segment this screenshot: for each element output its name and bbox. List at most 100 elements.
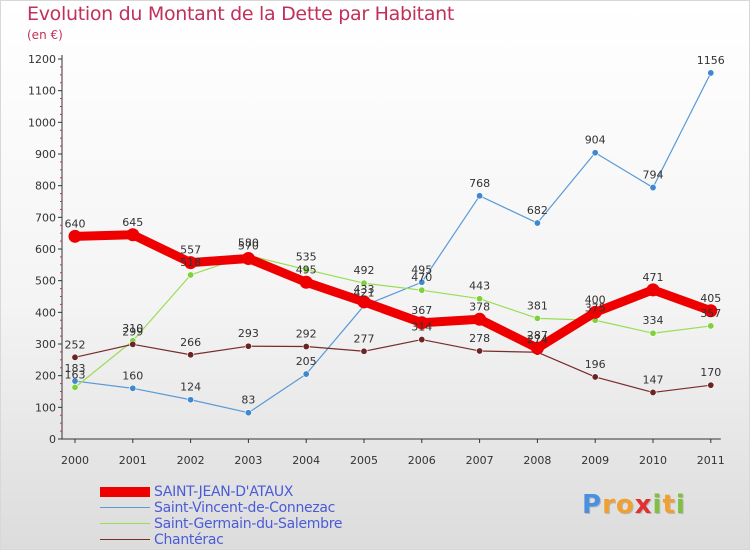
logo-letter: i — [652, 490, 663, 520]
x-tick-label: 2007 — [466, 454, 494, 467]
data-point — [126, 228, 140, 242]
series-line-saint-germain-du-salembre — [74, 254, 712, 388]
data-point — [302, 370, 310, 378]
axes: 0 100 200 300 400 500 600 700 800 900 1000 1100 1200… — [28, 53, 725, 467]
y-tick-label: 1000 — [28, 116, 56, 129]
data-label: 266 — [180, 336, 201, 349]
x-tick-label: 2010 — [639, 454, 667, 467]
data-point — [187, 396, 195, 404]
data-label: 518 — [180, 256, 201, 269]
data-point — [241, 252, 255, 265]
data-label: 535 — [296, 251, 317, 264]
data-label: 495 — [411, 263, 432, 276]
data-label: 163 — [65, 368, 86, 381]
data-point — [649, 184, 657, 192]
x-tick-label: 2001 — [119, 454, 147, 467]
data-point — [68, 229, 82, 243]
logo-letter: i — [675, 490, 686, 520]
y-tick-label: 500 — [35, 275, 56, 288]
legend-swatch — [100, 539, 150, 540]
data-label: 367 — [411, 304, 432, 317]
data-label: 357 — [700, 307, 721, 320]
data-point — [649, 388, 657, 396]
data-point — [476, 192, 484, 200]
y-tick-label: 100 — [35, 401, 56, 414]
data-label: 557 — [180, 244, 201, 257]
series-line-saint-jean-d-ataux — [70, 230, 716, 353]
data-label: 495 — [296, 263, 317, 276]
data-point — [357, 295, 371, 309]
data-point — [707, 381, 715, 389]
proxiti-logo: Proxiti — [582, 490, 686, 520]
data-point — [71, 353, 79, 361]
legend-swatch — [100, 523, 150, 524]
data-point — [649, 329, 657, 337]
data-point — [476, 347, 484, 355]
y-tick-label: 1200 — [28, 53, 56, 66]
data-point — [129, 340, 137, 348]
data-label: 375 — [585, 301, 606, 314]
data-point — [184, 256, 198, 270]
data-label: 310 — [122, 322, 143, 335]
y-tick-label: 0 — [49, 433, 56, 446]
chart-subtitle: (en €) — [27, 28, 63, 42]
data-point — [418, 336, 426, 344]
data-label: 278 — [469, 332, 490, 345]
data-label: 205 — [296, 355, 317, 368]
data-point — [591, 149, 599, 157]
chart-title: Evolution du Montant de la Dette par Hab… — [27, 3, 455, 25]
legend-swatch — [100, 507, 150, 508]
data-label: 570 — [238, 240, 259, 253]
data-point — [302, 343, 310, 351]
y-tick-label: 600 — [35, 243, 56, 256]
data-label: 293 — [238, 327, 259, 340]
data-point — [533, 314, 541, 322]
data-point — [418, 278, 426, 286]
data-label: 682 — [527, 204, 548, 217]
series-line-saint-vincent-de-connezac — [74, 72, 712, 414]
data-point — [299, 275, 313, 289]
y-tick-label: 200 — [35, 370, 56, 383]
data-label: 580 — [238, 236, 259, 249]
data-label: 160 — [122, 369, 143, 382]
data-point — [707, 69, 715, 77]
data-label: 768 — [469, 177, 490, 190]
x-tick-label: 2006 — [408, 454, 436, 467]
x-tick-label: 2000 — [61, 454, 89, 467]
x-tick-label: 2005 — [350, 454, 378, 467]
logo-letter: P — [582, 490, 603, 520]
legend-label: SAINT-JEAN-D'ATAUX — [154, 484, 294, 500]
legend-label: Saint-Vincent-de-Connezac — [154, 500, 336, 516]
data-label: 492 — [354, 264, 375, 277]
data-label: 794 — [643, 169, 664, 182]
data-label: 378 — [469, 300, 490, 313]
y-tick-label: 900 — [35, 148, 56, 161]
legend-swatch — [100, 487, 150, 497]
data-label: 443 — [469, 280, 490, 293]
data-point — [418, 286, 426, 294]
data-point — [244, 409, 252, 417]
data-label: 183 — [65, 362, 86, 375]
data-label: 645 — [122, 216, 143, 229]
x-tick-label: 2009 — [581, 454, 609, 467]
data-point — [533, 219, 541, 227]
legend-label: Saint-Germain-du-Salembre — [154, 516, 343, 532]
data-label: 170 — [700, 366, 721, 379]
data-point — [360, 279, 368, 287]
data-label: 252 — [65, 338, 86, 351]
data-label: 471 — [643, 271, 664, 284]
data-label: 640 — [65, 217, 86, 230]
data-label: 470 — [411, 271, 432, 284]
data-point — [591, 373, 599, 381]
data-label: 1156 — [697, 54, 725, 67]
data-point — [646, 283, 660, 297]
data-point — [187, 271, 195, 279]
data-label: 277 — [354, 332, 375, 345]
data-point — [704, 304, 718, 318]
y-tick-label: 1100 — [28, 85, 56, 98]
x-tick-label: 2003 — [234, 454, 262, 467]
logo-letter: x — [634, 490, 653, 520]
data-label: 405 — [700, 292, 721, 305]
data-label: 433 — [354, 283, 375, 296]
data-label: 147 — [643, 373, 664, 386]
